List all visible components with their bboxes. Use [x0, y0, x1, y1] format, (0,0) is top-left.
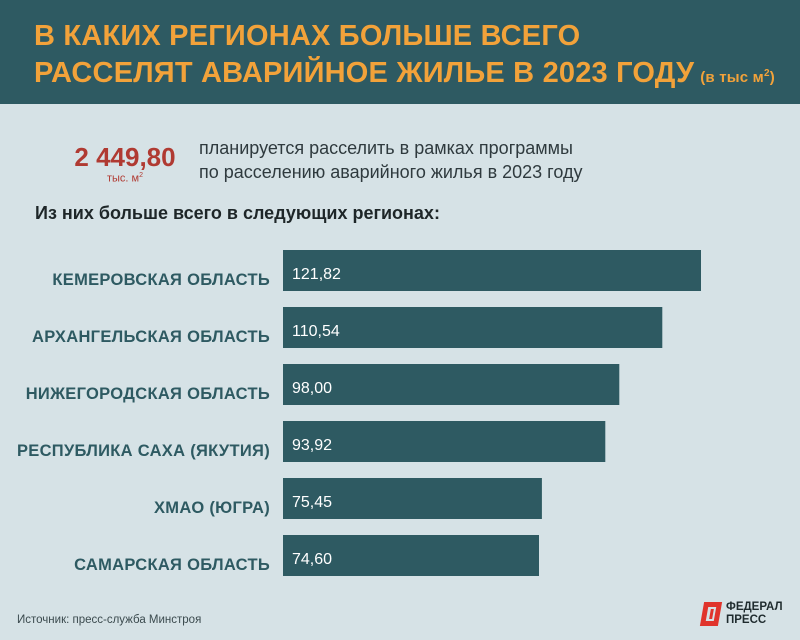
bar-value-label-1: 121,82: [292, 266, 341, 283]
source-note: Источник: пресс-служба Минстроя: [17, 614, 202, 626]
title-unit: (в тыс м2): [700, 68, 775, 86]
category-label-2: АРХАНГЕЛЬСКАЯ ОБЛАСТЬ: [32, 328, 270, 346]
bar-2: [283, 307, 663, 348]
total-unit-text: тыс. м: [106, 172, 140, 185]
bar-6: [283, 535, 539, 576]
total-unit-sup: 2: [139, 172, 144, 179]
bar-value-label-5: 75,45: [292, 494, 332, 511]
total-value: 2 449,80: [74, 142, 176, 172]
title-unit-prefix: (в тыс м: [700, 69, 764, 86]
bar-value-label-6: 74,60: [292, 551, 332, 568]
title-line-1: В КАКИХ РЕГИОНАХ БОЛЬШЕ ВСЕГО: [34, 20, 581, 52]
header-banner: В КАКИХ РЕГИОНАХ БОЛЬШЕ ВСЕГО РАССЕЛЯТ А…: [0, 0, 800, 104]
category-label-6: САМАРСКАЯ ОБЛАСТЬ: [74, 556, 270, 574]
category-label-4: РЕСПУБЛИКА САХА (ЯКУТИЯ): [17, 442, 270, 460]
bar-3: [283, 364, 620, 405]
title-unit-suffix: ): [769, 69, 775, 86]
bar-value-label-3: 98,00: [292, 380, 332, 397]
bar-value-label-2: 110,54: [292, 323, 340, 340]
category-label-5: ХМАО (ЮГРА): [154, 499, 270, 517]
logo-line-1: ФЕДЕРАЛ: [726, 601, 783, 613]
bar-value-label-4: 93,92: [292, 437, 332, 454]
title-line-2: РАССЕЛЯТ АВАРИЙНОЕ ЖИЛЬЕ В 2023 ГОДУ (в т…: [34, 57, 775, 90]
category-label-1: КЕМЕРОВСКАЯ ОБЛАСТЬ: [52, 271, 270, 289]
logo-line-2: ПРЕСС: [726, 614, 767, 626]
chart-subtitle: Из них больше всего в следующих регионах…: [35, 203, 440, 223]
summary-desc-line-1: планируется расселить в рамках программы: [199, 138, 573, 158]
summary-desc-line-2: по расселению аварийного жилья в 2023 го…: [199, 162, 583, 182]
category-label-3: НИЖЕГОРОДСКАЯ ОБЛАСТЬ: [26, 385, 270, 403]
bar-5: [283, 478, 542, 519]
total-unit: тыс. м2: [66, 172, 184, 185]
logo-mark-icon: [699, 602, 723, 626]
title-unit-sup: 2: [763, 68, 770, 79]
bar-1: [283, 250, 701, 291]
publisher-logo: ФЕДЕРАЛ ПРЕСС: [699, 600, 792, 630]
bar-4: [283, 421, 606, 462]
title-line-2-text: РАССЕЛЯТ АВАРИЙНОЕ ЖИЛЬЕ В 2023 ГОДУ: [34, 57, 695, 89]
logo-text: ФЕДЕРАЛ ПРЕСС: [726, 601, 783, 627]
